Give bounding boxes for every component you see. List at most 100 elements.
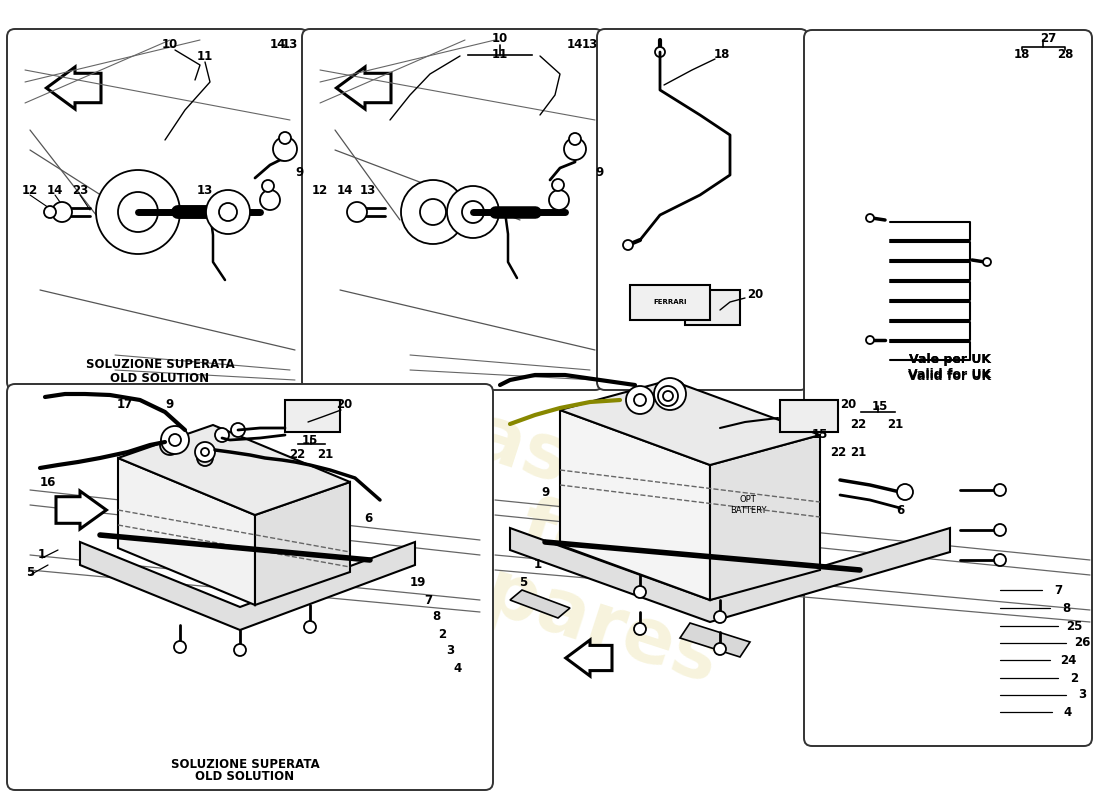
Circle shape bbox=[462, 201, 484, 223]
Circle shape bbox=[195, 442, 214, 462]
Circle shape bbox=[714, 643, 726, 655]
Circle shape bbox=[219, 203, 236, 221]
Circle shape bbox=[626, 386, 654, 414]
Polygon shape bbox=[337, 67, 390, 109]
Text: 19: 19 bbox=[410, 575, 426, 589]
Text: 9: 9 bbox=[296, 166, 304, 178]
Circle shape bbox=[983, 258, 991, 266]
Circle shape bbox=[44, 206, 56, 218]
Text: 2: 2 bbox=[1070, 671, 1078, 685]
Text: 13: 13 bbox=[197, 183, 213, 197]
Text: 13: 13 bbox=[582, 38, 598, 50]
Text: 21: 21 bbox=[317, 449, 333, 462]
Circle shape bbox=[206, 190, 250, 234]
Text: 4: 4 bbox=[1064, 706, 1072, 718]
Circle shape bbox=[234, 644, 246, 656]
Text: 18: 18 bbox=[1014, 49, 1031, 62]
Circle shape bbox=[569, 133, 581, 145]
Bar bbox=[285, 400, 340, 432]
FancyBboxPatch shape bbox=[302, 29, 603, 390]
Polygon shape bbox=[680, 623, 750, 657]
Bar bbox=[630, 285, 710, 320]
Text: 9: 9 bbox=[166, 398, 174, 411]
Text: 21: 21 bbox=[887, 418, 903, 431]
Circle shape bbox=[231, 423, 245, 437]
FancyBboxPatch shape bbox=[597, 29, 808, 390]
Circle shape bbox=[623, 240, 632, 250]
Text: FERRARI: FERRARI bbox=[653, 299, 686, 305]
Circle shape bbox=[96, 170, 180, 254]
Polygon shape bbox=[46, 67, 101, 109]
Circle shape bbox=[52, 202, 72, 222]
Text: 8: 8 bbox=[1062, 602, 1070, 614]
Polygon shape bbox=[56, 491, 107, 529]
Text: 11: 11 bbox=[492, 49, 508, 62]
Text: Vale per UK: Vale per UK bbox=[909, 354, 991, 366]
Circle shape bbox=[666, 380, 685, 400]
Text: Vale per UK: Vale per UK bbox=[909, 354, 991, 366]
Polygon shape bbox=[710, 435, 820, 600]
Text: 4: 4 bbox=[454, 662, 462, 674]
Text: 10: 10 bbox=[162, 38, 178, 50]
Circle shape bbox=[994, 524, 1006, 536]
Text: 20: 20 bbox=[747, 289, 763, 302]
Circle shape bbox=[714, 611, 726, 623]
Text: OLD SOLUTION: OLD SOLUTION bbox=[196, 770, 295, 783]
Text: 12: 12 bbox=[312, 183, 328, 197]
Polygon shape bbox=[80, 542, 415, 630]
Text: 1: 1 bbox=[37, 549, 46, 562]
Circle shape bbox=[420, 199, 446, 225]
Text: 13: 13 bbox=[360, 183, 376, 197]
Text: SOLUZIONE SUPERATA: SOLUZIONE SUPERATA bbox=[170, 758, 319, 771]
Text: 27: 27 bbox=[1040, 31, 1056, 45]
Text: 3: 3 bbox=[446, 645, 454, 658]
Text: 20: 20 bbox=[840, 398, 856, 411]
Circle shape bbox=[663, 391, 673, 401]
Bar bbox=[685, 290, 740, 325]
Circle shape bbox=[549, 190, 569, 210]
Circle shape bbox=[994, 554, 1006, 566]
Text: 15: 15 bbox=[301, 434, 318, 446]
Polygon shape bbox=[560, 380, 820, 465]
Circle shape bbox=[866, 336, 874, 344]
Polygon shape bbox=[118, 458, 255, 605]
Text: 7: 7 bbox=[1054, 583, 1063, 597]
Circle shape bbox=[658, 386, 678, 406]
Text: 22: 22 bbox=[829, 446, 846, 458]
Text: 6: 6 bbox=[895, 503, 904, 517]
Text: 11: 11 bbox=[197, 50, 213, 63]
Text: 14: 14 bbox=[337, 183, 353, 197]
Circle shape bbox=[214, 428, 229, 442]
Text: 14: 14 bbox=[270, 38, 286, 50]
Text: 6: 6 bbox=[364, 511, 372, 525]
Text: Valid for UK: Valid for UK bbox=[909, 370, 991, 382]
Text: for: for bbox=[510, 490, 650, 599]
Text: 14: 14 bbox=[566, 38, 583, 50]
FancyBboxPatch shape bbox=[7, 384, 493, 790]
Polygon shape bbox=[510, 528, 950, 622]
Circle shape bbox=[671, 386, 679, 394]
Text: 9: 9 bbox=[541, 486, 549, 498]
Text: 7: 7 bbox=[424, 594, 432, 606]
Text: 14: 14 bbox=[47, 183, 63, 197]
Circle shape bbox=[197, 450, 213, 466]
Polygon shape bbox=[255, 482, 350, 605]
Circle shape bbox=[202, 455, 208, 461]
Circle shape bbox=[994, 484, 1006, 496]
Circle shape bbox=[866, 214, 874, 222]
Text: 5: 5 bbox=[519, 575, 527, 589]
Circle shape bbox=[654, 378, 686, 410]
Circle shape bbox=[346, 202, 367, 222]
Text: 2: 2 bbox=[438, 627, 447, 641]
Polygon shape bbox=[118, 425, 350, 515]
Text: 21: 21 bbox=[850, 446, 866, 458]
Circle shape bbox=[447, 186, 499, 238]
Text: 26: 26 bbox=[1074, 637, 1090, 650]
Polygon shape bbox=[565, 640, 612, 676]
Circle shape bbox=[279, 132, 292, 144]
Text: OLD SOLUTION: OLD SOLUTION bbox=[110, 371, 210, 385]
Circle shape bbox=[654, 47, 666, 57]
Circle shape bbox=[304, 621, 316, 633]
Text: 17: 17 bbox=[117, 398, 133, 411]
Circle shape bbox=[402, 180, 465, 244]
